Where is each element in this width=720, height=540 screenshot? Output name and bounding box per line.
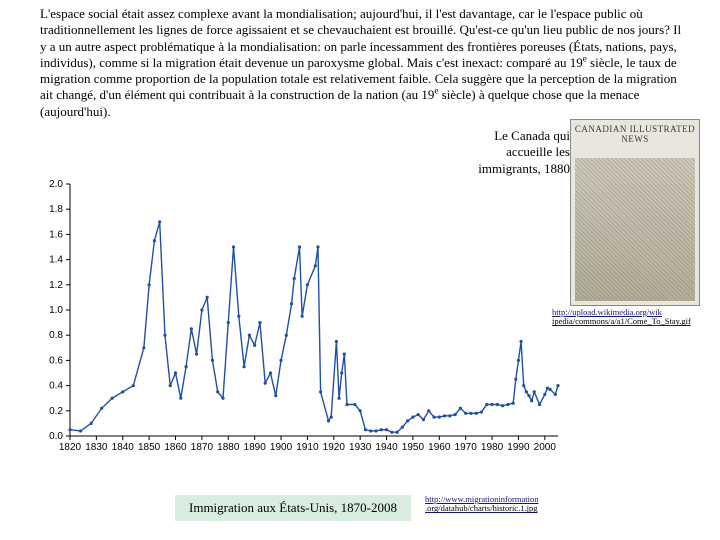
- chart-svg: 0.0 0.2 0.4 0.6 0.8 1.0 1.2 1.4 1.6 1.8 2.0 1820183…: [34, 178, 564, 458]
- svg-text:0.2: 0.2: [49, 406, 63, 417]
- us-chart-caption: Immigration aux États-Unis, 1870-2008: [175, 495, 411, 521]
- svg-text:1.6: 1.6: [49, 229, 63, 240]
- chart-source-url[interactable]: http://www.migrationinformation .org/dat…: [425, 495, 575, 514]
- svg-text:1.2: 1.2: [49, 280, 63, 291]
- svg-text:1950: 1950: [402, 442, 425, 453]
- svg-text:1890: 1890: [244, 442, 267, 453]
- svg-text:1960: 1960: [428, 442, 451, 453]
- body-paragraph: L'espace social était assez complexe ava…: [0, 0, 720, 120]
- svg-text:1980: 1980: [481, 442, 504, 453]
- newspaper-illustration: [575, 158, 695, 301]
- svg-text:1860: 1860: [164, 442, 187, 453]
- svg-text:1830: 1830: [85, 442, 108, 453]
- svg-text:1.0: 1.0: [49, 305, 63, 316]
- svg-text:1910: 1910: [296, 442, 319, 453]
- svg-text:1940: 1940: [375, 442, 398, 453]
- immigration-chart: 0.0 0.2 0.4 0.6 0.8 1.0 1.2 1.4 1.6 1.8 2.0 1820183…: [34, 178, 564, 458]
- svg-text:0.8: 0.8: [49, 330, 63, 341]
- svg-text:1920: 1920: [323, 442, 346, 453]
- svg-text:1880: 1880: [217, 442, 240, 453]
- svg-text:1840: 1840: [112, 442, 135, 453]
- svg-text:1970: 1970: [455, 442, 478, 453]
- svg-text:1820: 1820: [59, 442, 82, 453]
- svg-text:1.4: 1.4: [49, 255, 63, 266]
- svg-text:0.6: 0.6: [49, 355, 63, 366]
- svg-text:1930: 1930: [349, 442, 372, 453]
- image-source-url[interactable]: http://upload.wikimedia.org/wik ipedia/c…: [552, 308, 702, 327]
- svg-text:1900: 1900: [270, 442, 293, 453]
- svg-text:2.0: 2.0: [49, 179, 63, 190]
- newspaper-image: CANADIAN ILLUSTRATED NEWS: [570, 119, 700, 306]
- svg-text:1.8: 1.8: [49, 204, 63, 215]
- svg-text:0.0: 0.0: [49, 431, 63, 442]
- svg-text:1870: 1870: [191, 442, 214, 453]
- canada-caption: Le Canada qui accueille les immigrants, …: [450, 128, 570, 177]
- svg-text:1850: 1850: [138, 442, 161, 453]
- svg-text:1990: 1990: [507, 442, 530, 453]
- svg-text:2000: 2000: [534, 442, 557, 453]
- newspaper-masthead: CANADIAN ILLUSTRATED NEWS: [571, 120, 699, 144]
- svg-text:0.4: 0.4: [49, 381, 63, 392]
